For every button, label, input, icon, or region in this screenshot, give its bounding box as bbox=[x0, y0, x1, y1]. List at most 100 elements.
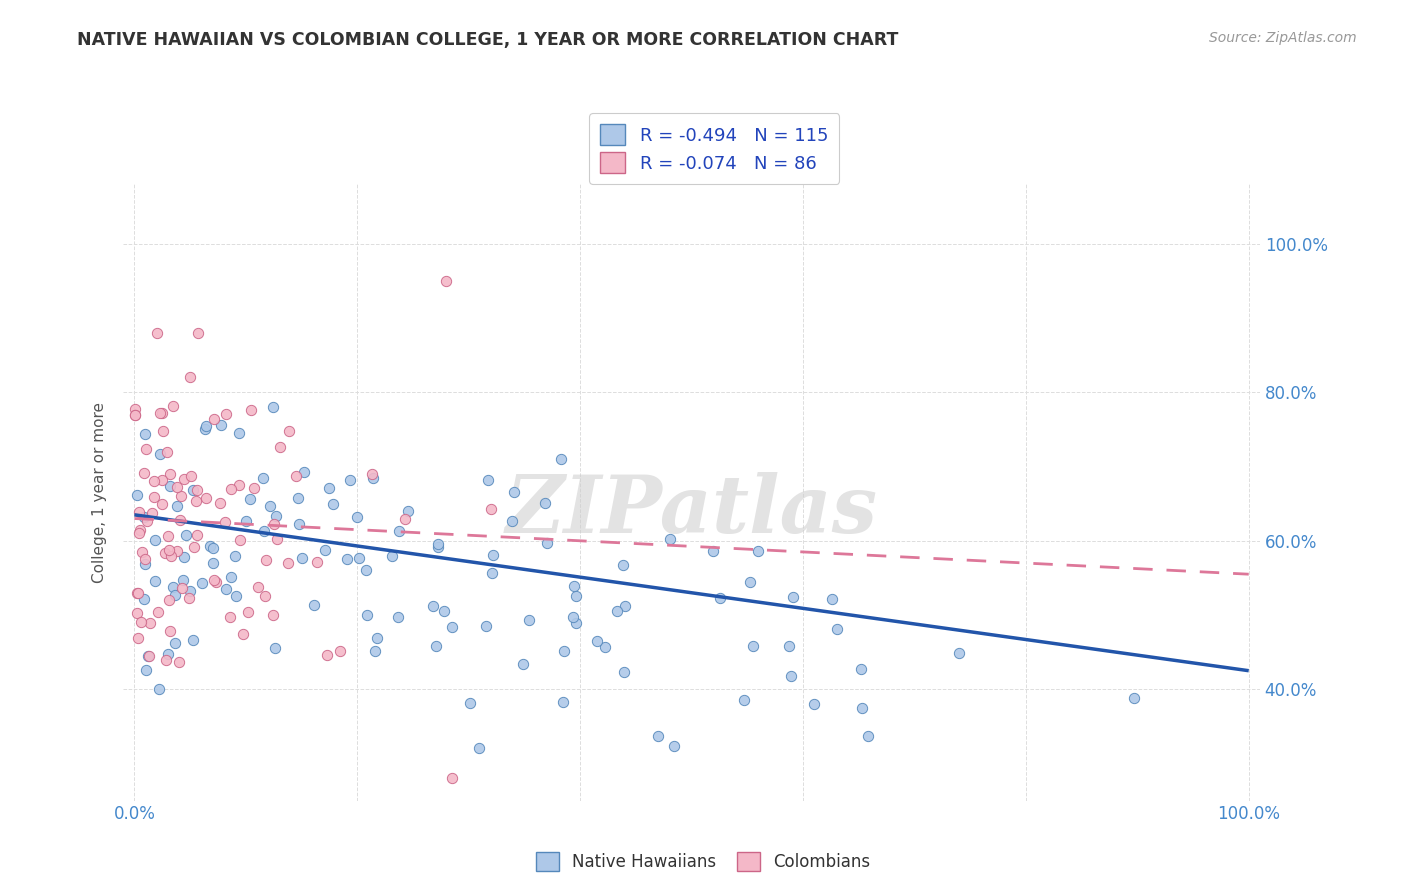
Point bbox=[562, 610, 585, 624]
Point bbox=[157, 647, 180, 661]
Point bbox=[702, 544, 724, 558]
Point bbox=[475, 618, 498, 632]
Point bbox=[157, 542, 180, 557]
Point bbox=[162, 580, 184, 594]
Point bbox=[143, 475, 166, 489]
Point bbox=[252, 470, 274, 484]
Point bbox=[366, 631, 388, 645]
Point bbox=[468, 740, 491, 755]
Point bbox=[187, 326, 209, 340]
Point bbox=[427, 537, 450, 551]
Point bbox=[329, 644, 352, 658]
Point bbox=[246, 580, 269, 594]
Point bbox=[314, 542, 336, 557]
Point bbox=[186, 527, 208, 541]
Point bbox=[512, 657, 534, 671]
Point bbox=[425, 639, 447, 653]
Point bbox=[134, 591, 156, 606]
Point bbox=[135, 442, 157, 456]
Point bbox=[166, 499, 188, 513]
Point bbox=[232, 627, 254, 641]
Legend: Native Hawaiians, Colombians: Native Hawaiians, Colombians bbox=[527, 843, 879, 880]
Point bbox=[322, 497, 344, 511]
Point bbox=[127, 632, 149, 646]
Point bbox=[302, 599, 325, 613]
Point bbox=[124, 408, 146, 422]
Y-axis label: College, 1 year or more: College, 1 year or more bbox=[93, 402, 107, 583]
Point bbox=[288, 516, 311, 531]
Text: NATIVE HAWAIIAN VS COLOMBIAN COLLEGE, 1 YEAR OR MORE CORRELATION CHART: NATIVE HAWAIIAN VS COLOMBIAN COLLEGE, 1 … bbox=[77, 31, 898, 49]
Point bbox=[287, 491, 309, 505]
Point bbox=[159, 624, 181, 639]
Point bbox=[136, 514, 159, 528]
Point bbox=[517, 613, 540, 627]
Point bbox=[204, 575, 226, 590]
Point bbox=[143, 533, 166, 548]
Point bbox=[180, 469, 202, 483]
Point bbox=[780, 669, 803, 683]
Point bbox=[134, 509, 156, 524]
Point bbox=[228, 426, 250, 441]
Point bbox=[209, 417, 232, 432]
Point bbox=[481, 548, 503, 562]
Point bbox=[747, 544, 769, 558]
Point bbox=[339, 473, 361, 487]
Point bbox=[477, 473, 499, 487]
Text: ZIPatlas: ZIPatlas bbox=[506, 472, 877, 549]
Point bbox=[436, 274, 458, 288]
Point bbox=[174, 527, 197, 541]
Point bbox=[277, 424, 299, 438]
Point bbox=[138, 648, 160, 663]
Point bbox=[221, 482, 243, 496]
Point bbox=[851, 701, 873, 715]
Point bbox=[181, 483, 204, 497]
Point bbox=[145, 326, 167, 340]
Point bbox=[433, 604, 456, 618]
Point bbox=[202, 411, 225, 425]
Point bbox=[125, 488, 148, 502]
Point bbox=[361, 467, 384, 482]
Point bbox=[228, 533, 250, 547]
Point bbox=[741, 639, 763, 653]
Point bbox=[128, 526, 150, 541]
Point bbox=[134, 552, 156, 566]
Point bbox=[149, 406, 172, 420]
Point bbox=[849, 662, 872, 676]
Point bbox=[740, 574, 762, 589]
Point bbox=[162, 399, 184, 413]
Point bbox=[803, 697, 825, 711]
Point bbox=[659, 532, 682, 546]
Point bbox=[150, 473, 173, 487]
Point bbox=[481, 566, 503, 580]
Point bbox=[562, 579, 585, 593]
Point bbox=[460, 696, 482, 710]
Point bbox=[194, 422, 217, 436]
Point bbox=[150, 497, 173, 511]
Point bbox=[733, 693, 755, 707]
Legend: R = -0.494   N = 115, R = -0.074   N = 86: R = -0.494 N = 115, R = -0.074 N = 86 bbox=[589, 113, 839, 184]
Point bbox=[152, 424, 174, 438]
Point bbox=[131, 545, 153, 559]
Point bbox=[821, 591, 844, 606]
Point bbox=[593, 640, 616, 655]
Point bbox=[194, 419, 217, 434]
Point bbox=[157, 593, 180, 607]
Point bbox=[381, 549, 404, 563]
Point bbox=[336, 552, 359, 566]
Point bbox=[166, 480, 188, 494]
Point bbox=[606, 604, 628, 618]
Point bbox=[127, 585, 149, 599]
Point bbox=[305, 555, 328, 569]
Point bbox=[127, 586, 149, 600]
Point bbox=[159, 479, 181, 493]
Point bbox=[387, 610, 409, 624]
Point bbox=[184, 493, 207, 508]
Point bbox=[262, 607, 284, 622]
Point bbox=[440, 772, 463, 786]
Point bbox=[316, 648, 339, 662]
Point bbox=[269, 440, 291, 454]
Point bbox=[647, 729, 669, 743]
Point bbox=[565, 616, 588, 631]
Point bbox=[186, 483, 208, 498]
Point bbox=[363, 471, 385, 485]
